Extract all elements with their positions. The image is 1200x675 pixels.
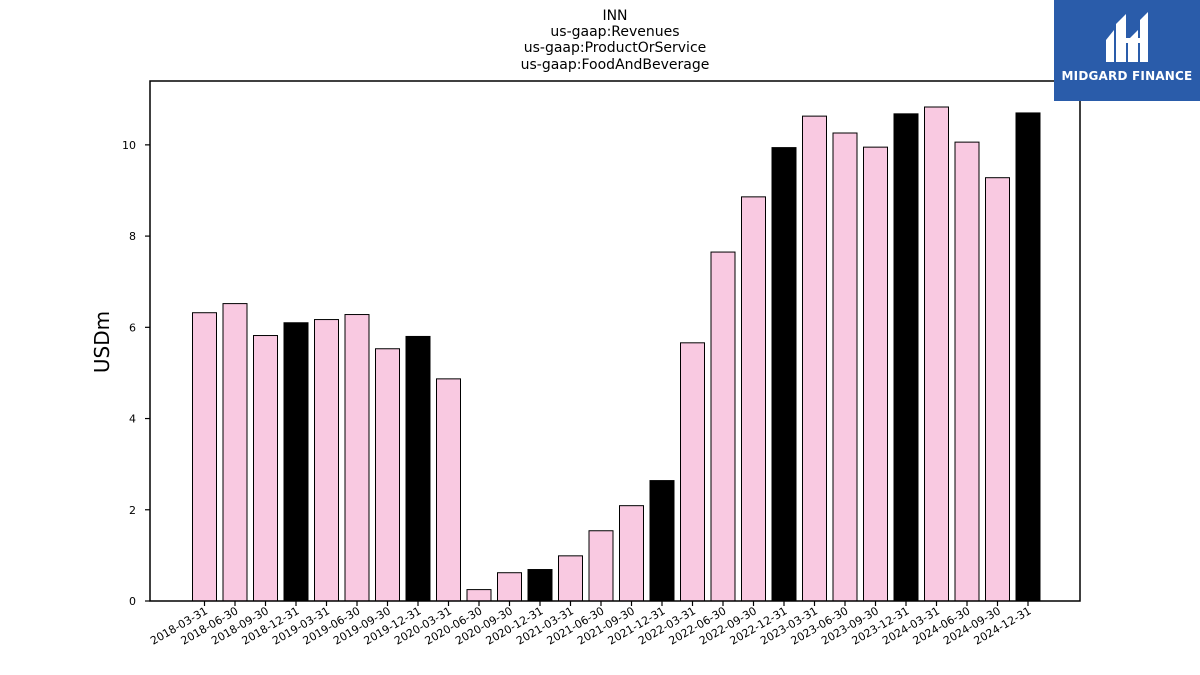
bar (344, 314, 370, 602)
bar (314, 319, 339, 602)
bar (741, 196, 766, 602)
bar (1015, 112, 1041, 602)
chart-title-line-4: us-gaap:FoodAndBeverage (520, 57, 710, 73)
logo-mark-icon (1106, 12, 1148, 62)
bar (649, 480, 675, 602)
y-tick-label: 8 (129, 230, 136, 243)
y-tick-label: 0 (129, 595, 136, 608)
bar (588, 530, 614, 602)
bar (375, 348, 400, 602)
y-tick-label: 6 (129, 321, 136, 334)
bar (832, 132, 858, 602)
y-axis-label: USDm (90, 310, 114, 374)
plot-frame (149, 80, 1081, 602)
bar (436, 378, 461, 602)
bar (710, 251, 736, 602)
bar (466, 589, 492, 602)
bar (802, 115, 827, 602)
bar (192, 312, 217, 602)
bar (680, 342, 705, 602)
bar (283, 322, 309, 602)
bar (527, 569, 553, 602)
bar (405, 335, 431, 602)
bar (863, 146, 888, 602)
bar (893, 113, 919, 602)
chart-title-line-2: us-gaap:Revenues (550, 24, 680, 40)
bar (497, 572, 522, 602)
bar (954, 141, 980, 602)
y-tick-label: 2 (129, 504, 136, 517)
chart-title-line-3: us-gaap:ProductOrService (523, 40, 707, 56)
bar (222, 303, 248, 602)
bar (558, 555, 583, 602)
logo-text: MIDGARD FINANCE (1061, 69, 1193, 83)
chart-title-line-1: INN (602, 8, 628, 24)
y-tick-label: 4 (129, 413, 136, 426)
midgard-finance-logo: MIDGARD FINANCE (1054, 0, 1200, 101)
y-tick-label: 10 (122, 139, 136, 152)
bar (619, 505, 644, 602)
bar (924, 106, 949, 602)
bar (771, 147, 797, 602)
bar (985, 177, 1010, 602)
bar (253, 335, 278, 602)
